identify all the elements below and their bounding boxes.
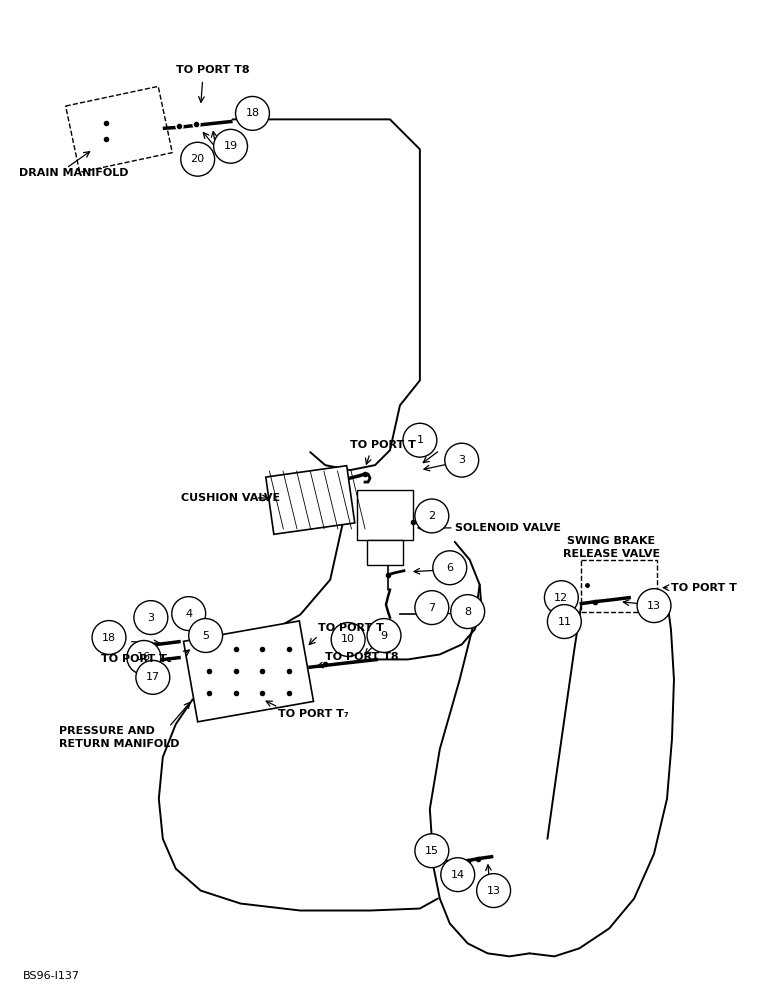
Text: TO PORT T₁: TO PORT T₁: [101, 654, 172, 664]
Text: 8: 8: [464, 607, 471, 617]
Text: 4: 4: [185, 609, 192, 619]
Circle shape: [433, 551, 467, 585]
Circle shape: [172, 597, 205, 631]
Text: 16: 16: [137, 652, 151, 662]
Circle shape: [367, 619, 401, 652]
Text: 5: 5: [202, 631, 209, 641]
Text: 18: 18: [245, 108, 259, 118]
Text: 14: 14: [451, 870, 465, 880]
Text: CUSHION VALVE: CUSHION VALVE: [181, 493, 280, 503]
Text: SOLENOID VALVE: SOLENOID VALVE: [455, 523, 560, 533]
Text: 12: 12: [554, 593, 568, 603]
Bar: [266, 466, 355, 534]
Text: TO PORT T8: TO PORT T8: [325, 652, 399, 662]
Text: 11: 11: [557, 617, 571, 627]
Bar: [367, 540, 403, 565]
Text: 3: 3: [459, 455, 466, 465]
Text: SWING BRAKE
RELEASE VALVE: SWING BRAKE RELEASE VALVE: [563, 536, 660, 559]
Text: 13: 13: [647, 601, 661, 611]
Text: TO PORT T₇: TO PORT T₇: [279, 709, 349, 719]
Text: DRAIN MANIFOLD: DRAIN MANIFOLD: [19, 168, 129, 178]
Text: 13: 13: [486, 886, 500, 896]
Circle shape: [181, 142, 215, 176]
Circle shape: [445, 443, 479, 477]
Text: 2: 2: [428, 511, 435, 521]
Circle shape: [136, 660, 170, 694]
Circle shape: [637, 589, 671, 623]
Circle shape: [415, 834, 449, 868]
Text: 6: 6: [446, 563, 453, 573]
Bar: [66, 86, 172, 172]
Circle shape: [134, 601, 168, 635]
Circle shape: [235, 96, 269, 130]
Circle shape: [415, 499, 449, 533]
Text: 3: 3: [147, 613, 154, 623]
Text: BS96-I137: BS96-I137: [23, 971, 80, 981]
Circle shape: [331, 623, 365, 656]
Circle shape: [441, 858, 475, 892]
Text: 17: 17: [146, 672, 160, 682]
Text: 1: 1: [416, 435, 423, 445]
Bar: [581, 560, 657, 612]
Text: 9: 9: [381, 631, 388, 641]
Circle shape: [188, 619, 222, 652]
Circle shape: [415, 591, 449, 625]
Circle shape: [403, 423, 437, 457]
Text: TO PORT T: TO PORT T: [671, 583, 736, 593]
Circle shape: [451, 595, 485, 629]
Circle shape: [476, 874, 510, 908]
Circle shape: [127, 640, 161, 674]
Text: TO PORT T: TO PORT T: [350, 440, 416, 450]
Bar: [357, 490, 413, 540]
Text: TO PORT T8: TO PORT T8: [176, 65, 249, 75]
Text: 10: 10: [341, 634, 355, 644]
Text: 19: 19: [224, 141, 238, 151]
Text: 20: 20: [191, 154, 205, 164]
Circle shape: [544, 581, 578, 615]
Text: 7: 7: [428, 603, 435, 613]
Circle shape: [92, 621, 126, 654]
Text: 18: 18: [102, 633, 116, 643]
Text: 15: 15: [425, 846, 438, 856]
Bar: [184, 621, 313, 722]
Circle shape: [214, 129, 248, 163]
Text: TO PORT T: TO PORT T: [318, 623, 384, 633]
Circle shape: [547, 605, 581, 638]
Text: PRESSURE AND
RETURN MANIFOLD: PRESSURE AND RETURN MANIFOLD: [59, 726, 180, 749]
